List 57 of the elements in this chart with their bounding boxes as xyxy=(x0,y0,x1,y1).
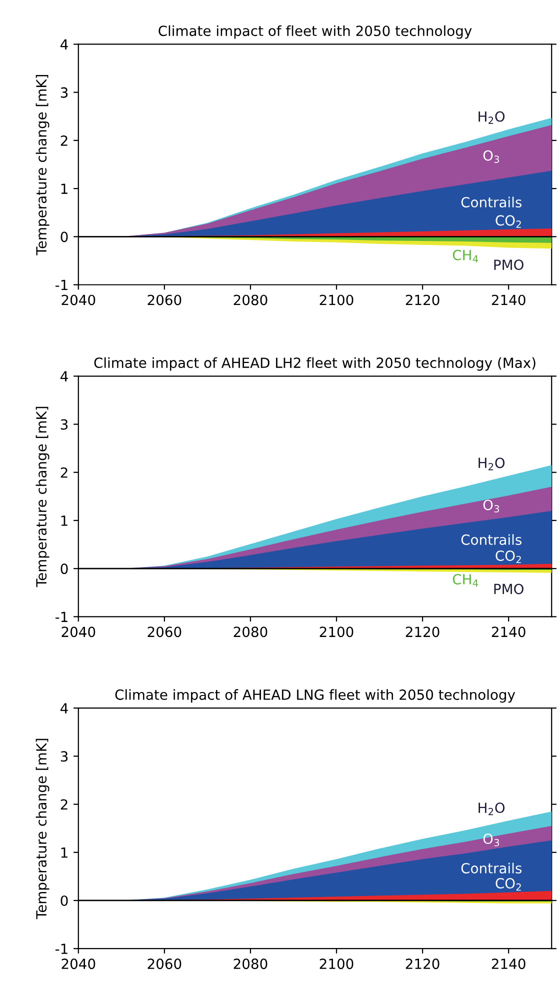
y-tick-label: 1 xyxy=(61,516,68,526)
y-tick-label: 0 xyxy=(60,232,68,242)
x-tick-label: 2140 xyxy=(492,958,526,970)
chart-title: Climate impact of AHEAD LNG fleet with 2050 technology xyxy=(115,689,516,703)
y-tick-label: 1 xyxy=(61,184,68,194)
y-tick-label: -1 xyxy=(56,612,68,622)
x-tick-label: 2060 xyxy=(148,294,182,306)
series-label: PMO xyxy=(494,260,524,270)
series-label: H$_{2}$O xyxy=(478,802,505,816)
y-tick-label: 4 xyxy=(60,703,68,714)
x-tick-label: 2040 xyxy=(62,958,96,970)
x-tick-label: 2100 xyxy=(320,626,354,638)
y-tick-label: 4 xyxy=(60,371,68,382)
y-tick-label: 0 xyxy=(60,564,68,574)
x-tick-label: 2040 xyxy=(62,626,96,638)
y-axis-title: Temperature change [mK] xyxy=(36,738,50,920)
x-tick-label: 2120 xyxy=(406,294,440,306)
x-tick-label: 2140 xyxy=(492,626,526,638)
y-tick-label: 0 xyxy=(60,895,68,906)
series-label: H$_{2}$O xyxy=(478,111,505,124)
y-tick-label: -1 xyxy=(56,944,68,954)
series-label: O$_{3}$ xyxy=(483,500,500,512)
series-label: Contrails xyxy=(461,534,522,545)
y-tick-label: 3 xyxy=(60,87,68,98)
y-tick-label: 3 xyxy=(60,419,68,430)
y-tick-label: 2 xyxy=(60,135,68,146)
x-tick-label: 2040 xyxy=(62,294,96,306)
series-label: CH$_{4}$ xyxy=(452,574,478,587)
series-label: CO$_{2}$ xyxy=(496,215,521,228)
chart-title: Climate impact of fleet with 2050 technology xyxy=(158,25,472,39)
series-label: Contrails xyxy=(461,196,522,208)
x-tick-label: 2100 xyxy=(320,958,354,970)
x-tick-label: 2080 xyxy=(234,958,268,970)
y-tick-label: 3 xyxy=(60,751,68,762)
series-label: PMO xyxy=(494,584,524,594)
series-label: H$_{2}$O xyxy=(478,458,505,470)
y-tick-label: 2 xyxy=(60,467,68,478)
y-tick-label: 4 xyxy=(60,39,68,50)
chart-title: Climate impact of AHEAD LH2 fleet with 2050 technology (Max) xyxy=(94,357,536,371)
x-tick-label: 2120 xyxy=(406,626,440,638)
series-label: CH$_{4}$ xyxy=(452,250,478,262)
x-tick-label: 2100 xyxy=(320,294,354,306)
y-axis-title: Temperature change [mK] xyxy=(36,74,50,256)
y-tick-label: -1 xyxy=(56,280,68,290)
x-tick-label: 2080 xyxy=(234,626,268,638)
x-tick-label: 2060 xyxy=(148,958,182,970)
series-label: O$_{3}$ xyxy=(483,150,500,163)
x-tick-label: 2060 xyxy=(148,626,182,638)
series-label: CO$_{2}$ xyxy=(496,550,521,564)
y-tick-label: 2 xyxy=(60,799,68,810)
y-tick-label: 1 xyxy=(61,848,68,858)
x-tick-label: 2080 xyxy=(234,294,268,306)
x-tick-label: 2120 xyxy=(406,958,440,970)
series-label: CO$_{2}$ xyxy=(496,878,521,891)
x-tick-label: 2140 xyxy=(492,294,526,306)
series-label: Contrails xyxy=(461,862,522,874)
y-axis-title: Temperature change [mK] xyxy=(36,406,50,588)
